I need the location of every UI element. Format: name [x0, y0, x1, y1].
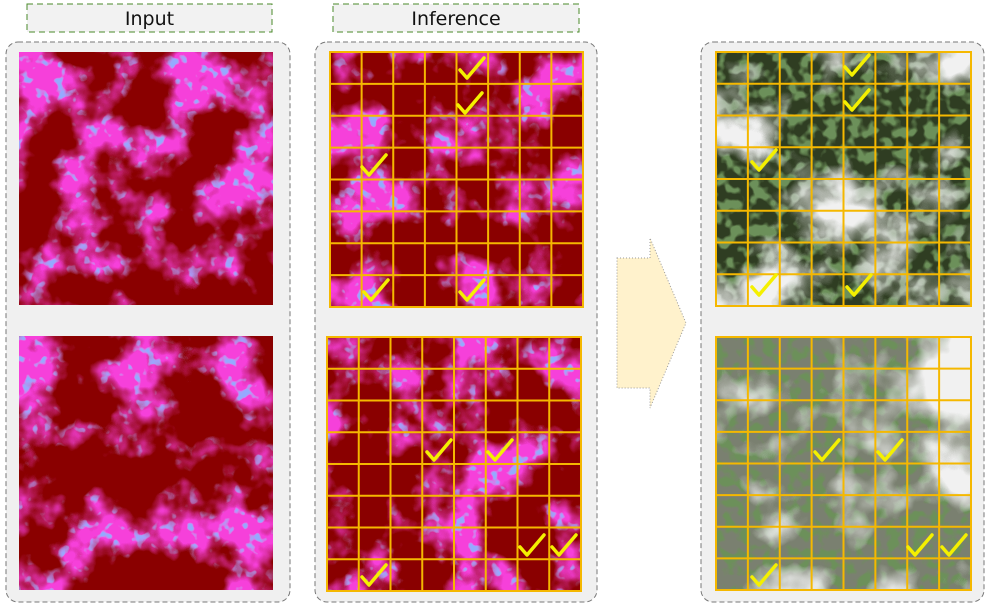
- input-label: Input: [125, 8, 174, 30]
- arrow: [616, 237, 687, 409]
- thermal-texture: [19, 52, 273, 305]
- grids: [326, 51, 972, 592]
- inference-label-box: [332, 3, 580, 33]
- thermal-texture: [19, 336, 273, 590]
- inference-label: Inference: [411, 8, 500, 30]
- input-label-box: [26, 3, 273, 33]
